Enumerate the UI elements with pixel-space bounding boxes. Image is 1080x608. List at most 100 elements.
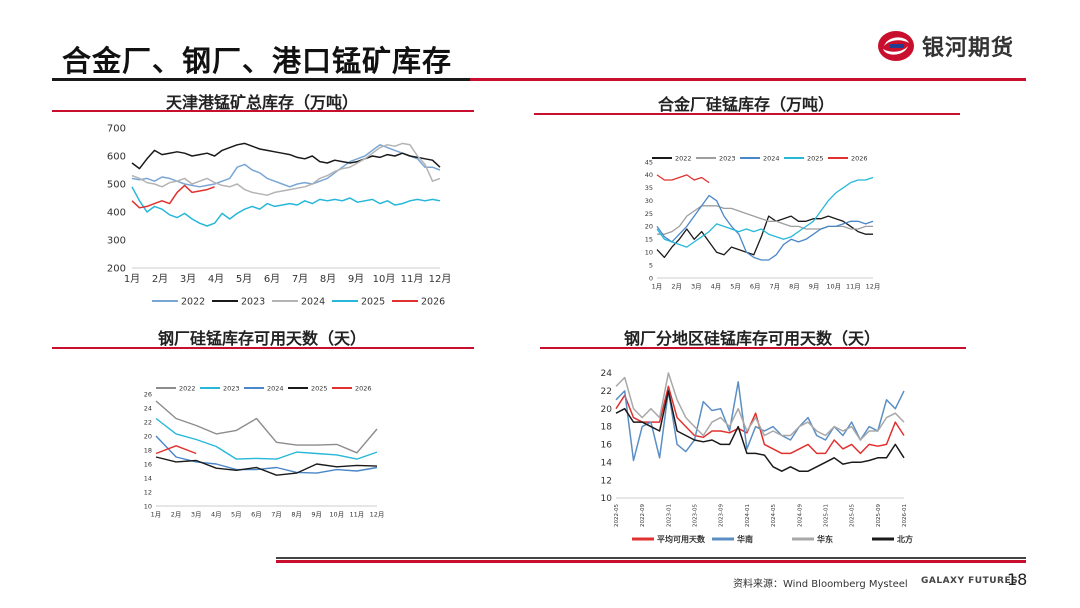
y-axis: 200 300 400 500 600 700 [107, 124, 126, 275]
y-tick-label: 25 [645, 210, 653, 218]
x-tick-label: 3月 [191, 511, 202, 519]
legend-label: 华东 [817, 534, 833, 544]
x-tick-label: 2022-09 [640, 504, 646, 527]
y-tick-label: 20 [144, 432, 152, 440]
x-tick-label: 9月 [311, 511, 322, 519]
legend-label: 2024 [301, 296, 325, 307]
x-tick-label: 1月 [151, 511, 162, 519]
y-tick-label: 16 [601, 441, 613, 451]
chart-rule-region [540, 347, 966, 349]
chart-title-days: 钢厂硅锰库存可用天数（天） [157, 329, 366, 348]
y-tick-label: 45 [645, 158, 653, 166]
y-tick-label: 700 [107, 124, 126, 135]
y-tick-label: 400 [107, 208, 126, 219]
x-axis: 1月 2月 3月 4月 5月 6月 7月 8月 9月 10月 11月 12月 [652, 283, 881, 291]
y-tick-label: 18 [601, 423, 613, 433]
x-tick-label: 11月 [401, 273, 424, 285]
x-tick-label: 2024-05 [771, 504, 777, 527]
brand-english: GALAXY FUTURES [921, 576, 1019, 586]
series-line-2024 [656, 194, 874, 261]
series-line-2024 [155, 435, 378, 474]
x-tick-label: 8月 [291, 511, 302, 519]
x-tick-label: 12月 [370, 511, 385, 519]
series-line-2024 [131, 142, 441, 196]
legend-label: 2022 [675, 154, 692, 162]
x-axis: 1月 2月 3月 4月 5月 6月 7月 8月 9月 10月 11月 12月 [124, 273, 452, 285]
legend-label: 2025 [807, 154, 824, 162]
x-tick-label: 2月 [152, 273, 168, 285]
x-tick-label: 4月 [208, 273, 224, 285]
footer-rule-accent [276, 560, 1026, 563]
x-tick-label: 2023-05 [693, 504, 699, 527]
legend: 2022 2023 2024 2025 2026 [156, 384, 372, 392]
series-line-2026 [131, 184, 215, 209]
chart-rule-port [52, 110, 474, 112]
chart-rule-alloy [534, 113, 960, 115]
x-tick-label: 8月 [320, 273, 336, 285]
y-tick-label: 14 [601, 458, 613, 468]
y-tick-label: 10 [601, 494, 613, 504]
series-group [656, 174, 874, 261]
legend-label: 2024 [763, 154, 780, 162]
chart-title-port: 天津港锰矿总库存（万吨） [165, 93, 358, 112]
x-tick-label: 5月 [231, 511, 242, 519]
x-tick-label: 5月 [236, 273, 252, 285]
y-tick-label: 20 [601, 405, 613, 415]
x-tick-label: 2025-01 [823, 504, 829, 527]
y-tick-label: 600 [107, 152, 126, 163]
y-tick-label: 18 [144, 446, 152, 454]
y-tick-label: 12 [144, 488, 152, 496]
x-tick-label: 9月 [348, 273, 364, 285]
x-tick-label: 2026-01 [902, 504, 908, 527]
chart-title-region: 钢厂分地区硅锰库存可用天数（天） [623, 329, 880, 348]
chart-rule-days [52, 347, 474, 349]
page-number: 18 [1007, 570, 1028, 589]
y-tick-label: 22 [144, 418, 152, 426]
y-tick-label: 10 [645, 248, 653, 256]
legend-label: 2025 [311, 384, 328, 392]
legend: 2022 2023 2024 2025 2026 [652, 154, 868, 162]
x-tick-label: 1月 [124, 273, 140, 285]
legend-label: 北方 [897, 534, 913, 544]
x-tick-label: 2024-09 [797, 504, 803, 527]
x-tick-label: 12月 [866, 283, 881, 291]
series-line-2026 [155, 445, 197, 455]
y-tick-label: 24 [601, 369, 613, 379]
legend-label: 2023 [223, 384, 240, 392]
series-group [131, 142, 441, 227]
y-axis: 10 12 14 16 18 20 22 24 [601, 369, 613, 504]
series-line-2022 [131, 144, 441, 188]
x-tick-label: 3月 [180, 273, 196, 285]
x-tick-label: 9月 [809, 283, 820, 291]
series-group [615, 372, 905, 472]
x-tick-label: 10月 [373, 273, 396, 285]
y-tick-label: 24 [144, 404, 152, 412]
x-tick-label: 3月 [691, 283, 702, 291]
x-tick-label: 1月 [652, 283, 663, 291]
legend-label: 2026 [421, 296, 445, 307]
series-line-平均可用天数 [615, 385, 905, 455]
legend-label: 2024 [267, 384, 284, 392]
y-axis: 0 5 10 15 20 25 30 35 40 45 [645, 158, 653, 282]
series-line-2023 [131, 142, 441, 170]
x-tick-label: 11月 [350, 511, 365, 519]
x-tick-label: 11月 [846, 283, 861, 291]
legend-label: 2026 [851, 154, 868, 162]
x-axis: 2022-05 2022-09 2023-01 2023-05 2023-09 2024-… [614, 504, 908, 527]
y-tick-label: 5 [649, 261, 653, 269]
legend-label: 2023 [241, 296, 265, 307]
page-title: 合金厂、钢厂、港口锰矿库存 [62, 44, 453, 78]
x-tick-label: 10月 [329, 511, 344, 519]
x-tick-label: 7月 [292, 273, 308, 285]
series-line-2025 [131, 186, 441, 227]
series-line-2022 [656, 215, 873, 259]
x-tick-label: 2025-09 [876, 504, 882, 527]
y-tick-label: 35 [645, 184, 653, 192]
y-tick-label: 10 [144, 502, 152, 510]
legend-label: 平均可用天数 [657, 534, 706, 544]
series-line-2023 [155, 417, 378, 460]
y-tick-label: 300 [107, 236, 126, 247]
